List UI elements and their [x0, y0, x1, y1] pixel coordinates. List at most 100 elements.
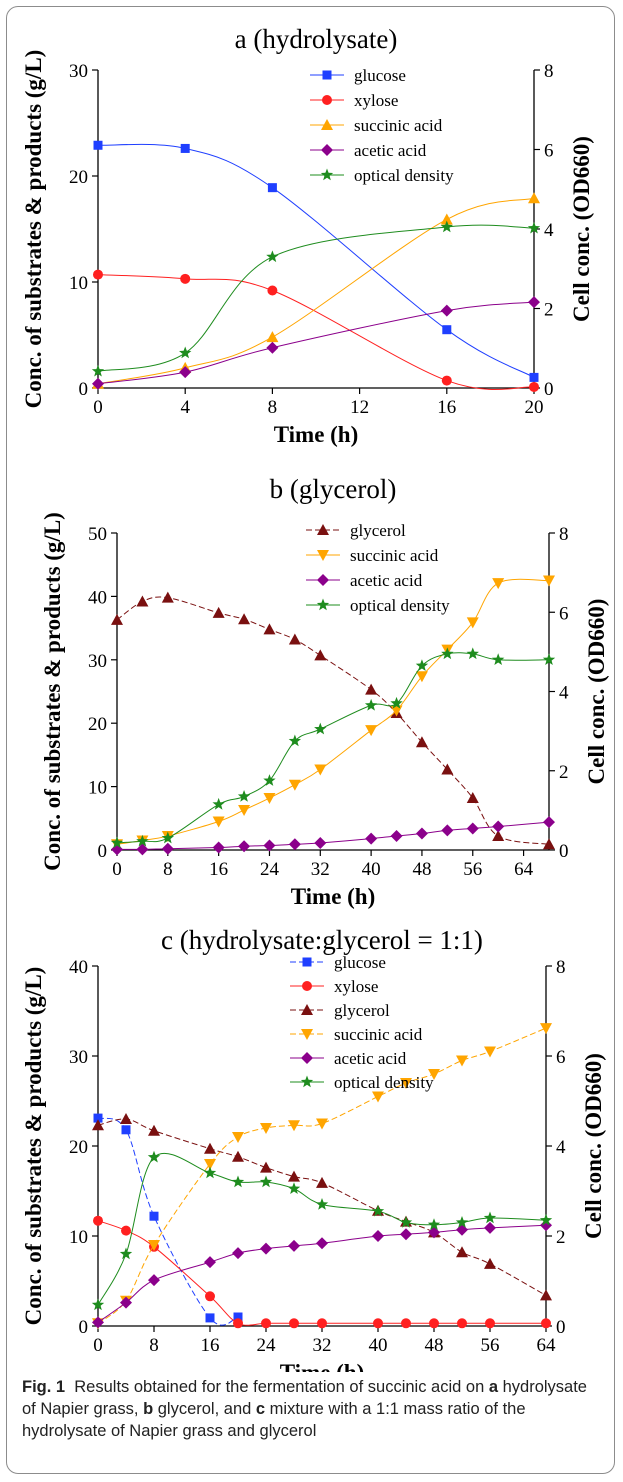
panel-c-legend-xylose-marker: [302, 981, 312, 991]
panel-c-y-tick-label: 30: [69, 1047, 88, 1068]
caption-label: Fig. 1: [22, 1378, 66, 1396]
panel-b-series-succinic-acid-point: [466, 617, 479, 629]
panel-c-series-acetic-acid-point: [92, 1316, 104, 1329]
panel-b-series-optical-density-point: [161, 831, 175, 844]
panel-a-x-tick-label: 12: [350, 397, 369, 418]
panel-c-series-optical-density-point: [287, 1182, 301, 1195]
panel-c-y2-tick-label: 2: [556, 1227, 566, 1248]
panel-a-series-glucose: [93, 140, 539, 382]
panel-c-series-succinic-acid-point: [232, 1132, 244, 1143]
panel-b-series-glycerol-point: [441, 763, 454, 775]
panel-a-series-acetic-acid-point: [179, 366, 192, 379]
panel-b-y2-tick-label: 4: [559, 683, 569, 704]
panel-b-series-acetic-acid-point: [288, 838, 301, 851]
panel-c-legend-glycerol-label: glycerol: [334, 1001, 390, 1020]
panel-c-series-glucose-point: [205, 1313, 215, 1323]
panel-b-series-acetic-acid-point: [212, 841, 225, 854]
panel-c-series-optical-density-point: [315, 1198, 329, 1210]
panel-c-series-optical-density-point: [455, 1216, 469, 1228]
panel-c-series-glycerol-point: [316, 1176, 328, 1188]
panel-c-series-optical-density-point: [259, 1175, 273, 1188]
panel-b-x-tick-label: 0: [112, 859, 122, 880]
panel-b-y-axis-label: Conc. of substrates & products (g/L): [40, 512, 65, 871]
panel-c-series-xylose-point: [93, 1215, 103, 1226]
panel-a-legend-succinic-acid-label: succinic acid: [354, 116, 443, 135]
panel-b-legend: glycerol succinic acid acetic acid optical …: [306, 521, 450, 615]
panel-c-series-xylose-point: [261, 1318, 271, 1329]
panel-c-series-acetic-acid-point: [540, 1219, 552, 1232]
panel-c-series-xylose-point: [429, 1318, 439, 1329]
panel-b-legend-succinic-acid-label: succinic acid: [350, 546, 439, 565]
panel-a-series-xylose-point: [441, 375, 452, 386]
panel-b-series-glycerol-point: [314, 649, 327, 661]
panel-c-series-succinic-acid-point: [204, 1159, 216, 1170]
panel-a-y-tick-label: 30: [69, 61, 88, 82]
panel-b-series-succinic-acid-point: [212, 816, 225, 828]
panel-a-legend-acetic-acid-label: acetic acid: [354, 141, 427, 160]
panel-c-series-xylose-point: [457, 1318, 467, 1329]
panel-c-series-xylose-point: [373, 1318, 383, 1329]
panel-a-series-glucose-point: [93, 140, 103, 150]
panel-c-series-xylose-point: [401, 1318, 411, 1329]
panel-b-series-optical-density: [110, 647, 556, 849]
panel-b-series-optical-density-point: [466, 647, 479, 660]
panel-c-x-tick-label: 48: [425, 1335, 444, 1356]
panel-c-series-optical-density-point: [119, 1247, 133, 1260]
panel-c-y2-tick-label: 6: [556, 1047, 566, 1068]
panel-b-series-glycerol-point: [238, 613, 251, 625]
panel-a-legend-glucose-marker: [322, 70, 332, 80]
panel-c-series-succinic-acid-point: [456, 1055, 468, 1067]
panel-a-x-tick-label: 4: [180, 397, 190, 418]
panel-c-series-xylose-point: [541, 1318, 551, 1329]
panel-b-x-tick-label: 48: [412, 859, 431, 880]
panel-b-x-tick-label: 16: [209, 859, 228, 880]
panel-c-legend: glucose xylose glycerol succinic acid acetic…: [290, 953, 434, 1092]
panel-c-series-glucose-point: [121, 1125, 131, 1135]
panel-b-series-optical-density-point: [110, 836, 124, 849]
panel-b-series-optical-density-point: [390, 696, 403, 709]
panel-c-series-xylose-point: [205, 1291, 215, 1302]
panel-c-y-tick-label: 10: [69, 1227, 88, 1248]
panel-c-series-xylose-point: [317, 1318, 327, 1329]
panel-c-series-acetic-acid-point: [260, 1242, 272, 1255]
panel-a-title: a (hydrolysate): [235, 24, 398, 54]
panel-c-series-optical-density-point: [483, 1211, 497, 1224]
panel-c-x-tick-label: 64: [537, 1335, 557, 1356]
panel-c-x-tick-label: 56: [481, 1335, 500, 1356]
panel-b-series-optical-density-point: [441, 647, 454, 660]
panel-c-legend-glucose-label: glucose: [334, 953, 386, 972]
panel-a-series-acetic-acid-point: [528, 296, 540, 309]
panel-b-series-glycerol-line: [116, 596, 550, 845]
panel-c-series-acetic-acid-point: [288, 1239, 300, 1252]
panel-c-series-succinic-acid-point: [316, 1118, 328, 1130]
panel-b-series-glycerol: [111, 591, 555, 850]
caption-panel-c: c: [255, 1400, 266, 1418]
panel-a-series-glucose-point: [180, 143, 190, 153]
panel-c-legend-succinic-acid-label: succinic acid: [334, 1025, 423, 1044]
panel-c-series-glycerol-point: [92, 1119, 104, 1131]
panel-c-series-optical-density-point: [371, 1204, 385, 1217]
panel-b-series-optical-density-point: [364, 698, 378, 711]
panel-b-y-tick-label: 20: [88, 714, 107, 735]
panel-a-series-succinic-acid-line: [97, 197, 535, 385]
panel-c-series-xylose-point: [289, 1318, 299, 1329]
panel-a-y-axis-label: Conc. of substrates & products (g/L): [21, 50, 46, 409]
panel-a-y2-axis-label: Cell conc. (OD660): [569, 136, 594, 322]
panel-a-series-succinic-acid-point: [266, 331, 279, 343]
panel-a-series-optical-density-line: [97, 224, 535, 372]
panel-b-series-glycerol-point: [161, 591, 174, 603]
panel-b-series-optical-density-point: [415, 659, 429, 671]
panel-c-series-acetic-acid-point: [400, 1228, 412, 1241]
panel-c-x-tick-label: 8: [149, 1335, 159, 1356]
caption-panel-a: a: [488, 1378, 499, 1396]
figure-panels: a (hydrolysate)0 4 8 12 16 20010203002468Time…: [21, 24, 609, 1372]
panel-b-series-acetic-acid-point: [238, 840, 251, 853]
panel-c-series-acetic-acid: [92, 1219, 552, 1329]
panel-b-series-succinic-acid: [111, 575, 555, 851]
panel-a-series-xylose-line: [97, 274, 535, 390]
panel-a-legend-optical-density-marker: [320, 168, 334, 181]
panel-b-series-acetic-acid-point: [390, 830, 403, 843]
panel-b-series-glycerol-point: [492, 830, 505, 842]
panel-b-series-optical-density-point: [288, 734, 302, 747]
panel-c-series-succinic-acid-point: [400, 1078, 412, 1089]
